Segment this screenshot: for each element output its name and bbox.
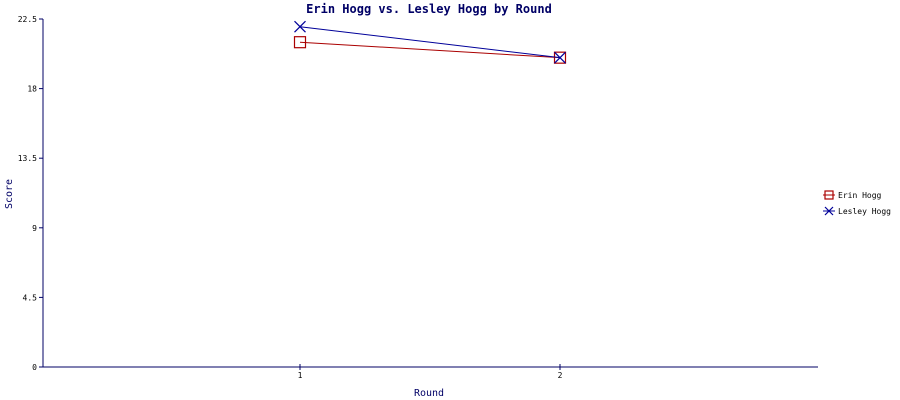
x-tick-label: 1 xyxy=(298,371,303,380)
legend-label: Lesley Hogg xyxy=(838,207,891,216)
legend: Erin Hogg Lesley Hogg xyxy=(823,190,891,216)
series-layer xyxy=(293,20,567,64)
legend-item: Erin Hogg xyxy=(823,190,882,200)
y-tick-label: 9 xyxy=(32,224,37,233)
series-line-1 xyxy=(299,41,561,59)
y-tick-label: 0 xyxy=(32,363,37,372)
y-axis-label: Score xyxy=(4,179,15,209)
axes xyxy=(42,19,818,368)
legend-item: Lesley Hogg xyxy=(823,206,891,216)
y-tick-label: 4.5 xyxy=(23,293,38,302)
cross-stroke xyxy=(294,20,306,33)
data-point-series-1 xyxy=(293,36,307,49)
legend-marker xyxy=(824,190,834,200)
data-point-series-1 xyxy=(553,51,567,64)
ticks: 0 4.5 9 13.5 18 22.5 1 2 xyxy=(18,15,563,380)
y-tick-label: 22.5 xyxy=(18,15,37,24)
y-tick-label: 18 xyxy=(27,85,37,94)
legend-label: Erin Hogg xyxy=(838,191,882,200)
x-tick-label: 2 xyxy=(558,371,563,380)
data-point-series-2 xyxy=(294,20,306,33)
cross-stroke xyxy=(554,51,566,64)
x-axis-label: Round xyxy=(414,388,444,399)
data-point-series-2 xyxy=(554,51,566,64)
legend-marker xyxy=(824,206,834,216)
y-tick-label: 13.5 xyxy=(18,154,37,163)
chart-title: Erin Hogg vs. Lesley Hogg by Round xyxy=(306,2,552,16)
series-line-2 xyxy=(299,26,561,59)
